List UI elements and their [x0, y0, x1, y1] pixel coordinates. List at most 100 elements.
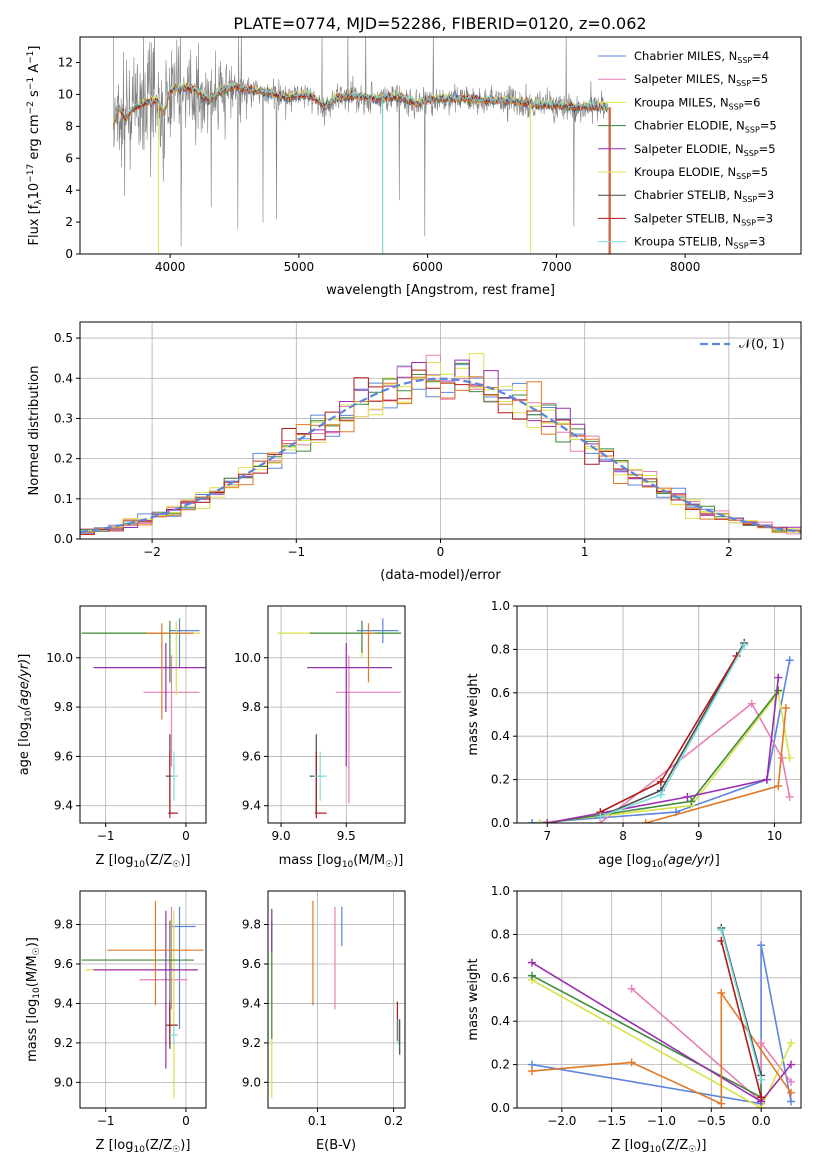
axis-label-part: ]: [17, 654, 32, 659]
error-point: [356, 618, 399, 643]
legend-label-sub: SSP: [729, 102, 744, 111]
axis-label-sub: 10: [651, 860, 663, 870]
plot-area: [81, 618, 206, 819]
plot-area: [81, 900, 204, 1099]
residual-histogram: [80, 376, 801, 539]
axis-label-sub: 10: [32, 987, 42, 999]
series-marker: [774, 782, 783, 791]
axis-label-part: )]: [180, 1138, 190, 1153]
series-marker: [757, 1038, 766, 1047]
x-tick-label: −2: [143, 545, 161, 559]
y-axis-label: Flux [fλ10−17 erg cm−2 s−1 A−1]: [26, 46, 44, 246]
y-tick-label: 0.2: [491, 773, 510, 787]
legend-label: Salpeter ELODIE, NSSP=5: [634, 142, 776, 158]
series-line: [600, 644, 745, 818]
x-tick-label: −2.0: [547, 1114, 576, 1128]
series-line: [720, 929, 762, 1081]
axes-frame: [267, 890, 406, 1109]
x-tick-label: 0: [182, 1114, 190, 1128]
legend-label-value: =3: [749, 235, 766, 249]
legend-label-value: =5: [760, 119, 777, 133]
axis-label-sub: ☉: [172, 1145, 180, 1155]
x-tick-label: 10: [767, 829, 782, 843]
axis-label-part: )]: [393, 853, 403, 868]
y-tick-label: 9.4: [54, 799, 73, 813]
plot-area: [277, 618, 402, 819]
y-tick-label: 9.8: [242, 918, 261, 932]
y-tick-label: 9.6: [242, 749, 261, 763]
y-axis-label-part: erg cm: [27, 114, 42, 163]
legend-label-sub: SSP: [742, 195, 757, 204]
y-tick-label: 12: [58, 56, 73, 70]
series-marker: [543, 819, 552, 823]
series-marker: [787, 1060, 796, 1069]
series-marker: [785, 656, 794, 665]
y-tick-label: 0: [65, 247, 73, 261]
plot-area: [528, 638, 794, 823]
axis-label-sub: 10: [342, 860, 354, 870]
x-tick-label: −1.5: [597, 1114, 626, 1128]
y-tick-label: 9.8: [242, 700, 261, 714]
axis-label-sub: ☉: [32, 947, 42, 955]
x-tick-label: 9: [695, 829, 703, 843]
legend-label: Kroupa STELIB, NSSP=3: [634, 235, 765, 251]
y-tick-label: 9.2: [54, 1036, 73, 1050]
series-line: [531, 979, 792, 1108]
legend-label: Chabrier ELODIE, NSSP=5: [634, 119, 777, 135]
axis-label-sub: ☉: [172, 860, 180, 870]
age-vs-mass-panel: 9.0 9.5 9.4 9.6 9.8 10.0 mass [log10(M/M☉)]: [234, 605, 406, 870]
axis-label-part: (M/M: [353, 853, 385, 868]
y-tick-label: 1.0: [491, 884, 510, 898]
observed-spectrum-line: [113, 37, 609, 247]
series-marker: [787, 1077, 796, 1086]
series-line: [599, 655, 738, 813]
axis-label-part: (age/yr): [17, 659, 32, 711]
axis-label-sub: 10: [133, 1145, 145, 1155]
series-line: [531, 945, 792, 1105]
y-tick-label: 9.6: [242, 957, 261, 971]
x-tick-label: 6000: [412, 260, 443, 274]
legend-label-value: =6: [744, 95, 761, 109]
error-point: [168, 751, 178, 819]
axis-label-sub: 10: [133, 860, 145, 870]
residuals-panel: −2 −1 0 1 2 0.0 0.1 0.2 0.3 0.4 0.5 (data-model)/er…: [27, 321, 802, 583]
y-tick-label: 9.6: [54, 749, 73, 763]
y-axis-label-part: s: [27, 90, 42, 101]
error-point: [143, 655, 200, 767]
x-tick-label: 4000: [155, 260, 186, 274]
y-tick-label: 9.0: [54, 1075, 73, 1089]
series-line: [532, 660, 791, 823]
legend-label-sub: SSP: [741, 218, 756, 227]
error-point: [361, 623, 375, 683]
series-marker: [757, 1093, 766, 1102]
plot-area: [113, 37, 611, 254]
error-point: [107, 900, 204, 1006]
y-tick-label: 9.4: [242, 799, 261, 813]
y-tick-label: 2: [65, 215, 73, 229]
y-axis-label: Normed distribution: [27, 366, 42, 496]
y-axis-label: age [log10(age/yr)]: [17, 654, 34, 776]
x-tick-label: 9.0: [272, 829, 291, 843]
y-axis-label: mass weight: [466, 673, 481, 755]
axes-frame: [79, 36, 802, 255]
series-marker: [527, 958, 536, 967]
series-marker: [787, 1088, 796, 1097]
y-tick-label: 0.1: [54, 492, 73, 506]
x-tick-label: 0.2: [384, 1114, 403, 1128]
x-tick-label: −1: [287, 545, 305, 559]
y-tick-label: 10.0: [234, 651, 261, 665]
legend-label: Kroupa MILES, NSSP=6: [634, 95, 760, 111]
legend-label-value: =5: [759, 142, 776, 156]
series-marker: [785, 792, 794, 801]
axis-label-part: (M/M: [25, 955, 40, 987]
legend-label-sub: SSP: [736, 79, 751, 88]
spectrum-legend: Chabrier MILES, NSSP=4 Salpeter MILES, NS…: [598, 49, 777, 251]
x-axis-label: Z [log10(Z/Z☉)]: [96, 1138, 191, 1155]
spectrum-panel: 4000 5000 6000 7000 8000 0 2 4 6 8 10 12 wavelength …: [26, 36, 802, 298]
y-tick-label: 9.6: [54, 957, 73, 971]
x-axis-label: E(B-V): [316, 1138, 356, 1153]
grid: [268, 606, 405, 823]
y-tick-label: 4: [65, 183, 73, 197]
series-line: [720, 940, 762, 1098]
legend-label-value: =3: [756, 211, 773, 225]
